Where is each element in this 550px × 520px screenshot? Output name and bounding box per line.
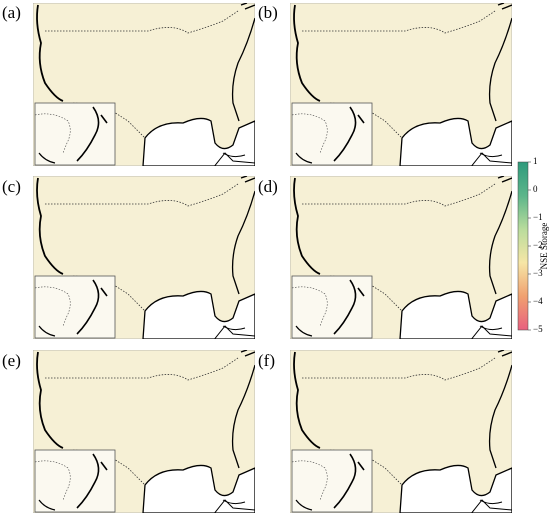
colorbar-tick-label: −5 [533,324,543,334]
colorbar [517,161,529,331]
panel-label: (b) [258,3,278,22]
panel-label: (d) [258,177,278,196]
colorbar-tick-label: 0 [533,184,538,194]
colorbar-tick-label: −3 [533,268,543,278]
colorbar-tick-label: 1 [533,156,538,166]
colorbar-tick-label: −4 [533,296,543,306]
map-panel [33,350,255,513]
map-panel [290,350,512,513]
map-panel [290,176,512,339]
map-panel [290,3,512,166]
colorbar-tick-label: −1 [533,212,543,222]
panel-label: (a) [2,3,21,22]
map-panel [33,176,255,339]
colorbar-title: NSE Storage [539,223,549,270]
panel-label: (c) [2,177,21,196]
colorbar-tick-label: −2 [533,240,543,250]
map-panel [33,3,255,166]
panel-label: (e) [2,351,21,370]
panel-label: (f) [258,351,275,370]
